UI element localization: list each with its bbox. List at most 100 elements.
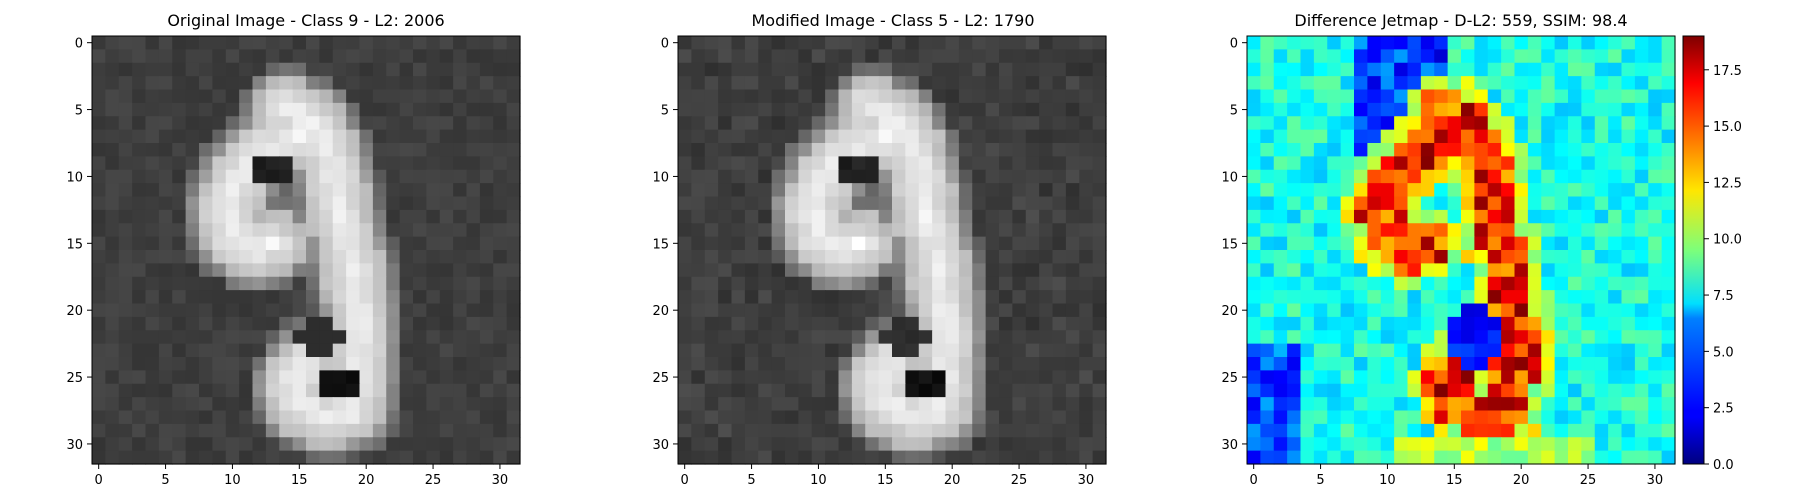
pixel-cell bbox=[118, 129, 133, 144]
pixel-cell bbox=[731, 89, 746, 104]
pixel-cell bbox=[185, 303, 200, 318]
pixel-cell bbox=[1474, 450, 1489, 465]
pixel-cell bbox=[1407, 129, 1422, 144]
pixel-cell bbox=[319, 196, 334, 211]
colorbar-tick-label: 2.5 bbox=[1713, 402, 1734, 417]
pixel-cell bbox=[878, 156, 893, 171]
pixel-cell bbox=[413, 49, 427, 64]
y-tick-label: 10 bbox=[652, 170, 669, 185]
pixel-cell bbox=[239, 370, 254, 385]
pixel-cell bbox=[439, 129, 454, 144]
pixel-cell bbox=[292, 49, 307, 64]
pixel-cell bbox=[1354, 183, 1368, 198]
pixel-cell bbox=[718, 36, 733, 50]
pixel-cell bbox=[798, 303, 813, 318]
pixel-cell bbox=[1079, 410, 1094, 425]
pixel-cell bbox=[1501, 330, 1516, 345]
pixel-cell bbox=[118, 102, 133, 117]
pixel-cell bbox=[1434, 49, 1449, 64]
pixel-cell bbox=[838, 129, 853, 144]
pixel-cell bbox=[811, 303, 826, 318]
pixel-cell bbox=[372, 450, 387, 465]
pixel-cell bbox=[1313, 397, 1328, 412]
pixel-cell bbox=[132, 236, 147, 251]
pixel-cell bbox=[798, 357, 813, 371]
pixel-cell bbox=[145, 209, 160, 224]
pixel-cell bbox=[1367, 276, 1382, 291]
pixel-cell bbox=[678, 250, 692, 264]
pixel-cell bbox=[493, 290, 508, 305]
pixel-cell bbox=[838, 36, 853, 50]
pixel-cell bbox=[785, 156, 799, 171]
pixel-cell bbox=[346, 209, 361, 224]
pixel-cell bbox=[1661, 169, 1676, 184]
pixel-cell bbox=[1092, 156, 1107, 171]
pixel-cell bbox=[1407, 156, 1422, 171]
pixel-cell bbox=[506, 36, 521, 50]
pixel-cell bbox=[145, 410, 160, 425]
pixel-cell bbox=[1247, 343, 1261, 358]
pixel-cell bbox=[1447, 290, 1462, 305]
pixel-cell bbox=[825, 316, 840, 331]
pixel-cell bbox=[985, 450, 1000, 465]
pixel-cell bbox=[1434, 330, 1449, 345]
pixel-cell bbox=[945, 102, 960, 117]
pixel-cell bbox=[1447, 49, 1462, 64]
pixel-cell bbox=[1367, 357, 1382, 371]
pixel-cell bbox=[493, 357, 508, 371]
pixel-cell bbox=[1260, 143, 1275, 157]
pixel-cell bbox=[1487, 129, 1502, 144]
pixel-cell bbox=[346, 330, 361, 345]
pixel-cell bbox=[1380, 116, 1395, 131]
pixel-cell bbox=[972, 129, 987, 144]
pixel-cell bbox=[758, 36, 773, 50]
pixel-cell bbox=[691, 49, 706, 64]
pixel-cell bbox=[399, 89, 414, 104]
pixel-cell bbox=[798, 102, 813, 117]
pixel-cell bbox=[811, 49, 826, 64]
pixel-cell bbox=[704, 129, 719, 144]
pixel-cell bbox=[359, 450, 374, 465]
pixel-cell bbox=[1420, 102, 1435, 117]
pixel-cell bbox=[718, 223, 733, 238]
pixel-cell bbox=[985, 236, 1000, 251]
pixel-cell bbox=[132, 383, 147, 398]
pixel-cell bbox=[212, 36, 227, 50]
pixel-cell bbox=[1407, 102, 1422, 117]
pixel-cell bbox=[212, 102, 227, 117]
pixel-cell bbox=[225, 76, 240, 91]
pixel-cell bbox=[1247, 76, 1261, 91]
pixel-cell bbox=[506, 49, 521, 64]
pixel-cell bbox=[985, 223, 1000, 238]
pixel-cell bbox=[1327, 169, 1342, 184]
pixel-cell bbox=[1380, 89, 1395, 104]
pixel-cell bbox=[386, 410, 401, 425]
pixel-cell bbox=[1354, 276, 1368, 291]
pixel-cell bbox=[332, 383, 347, 398]
y-tick-label: 25 bbox=[1221, 371, 1238, 386]
pixel-cell bbox=[105, 156, 120, 171]
pixel-cell bbox=[319, 62, 334, 77]
x-tick-label: 10 bbox=[1379, 473, 1396, 488]
pixel-cell bbox=[1661, 102, 1676, 117]
pixel-cell bbox=[359, 49, 374, 64]
pixel-cell bbox=[1079, 223, 1094, 238]
pixel-cell bbox=[212, 450, 227, 465]
pixel-cell bbox=[704, 236, 719, 251]
pixel-cell bbox=[1434, 263, 1449, 278]
pixel-cell bbox=[1487, 196, 1502, 211]
pixel-cell bbox=[239, 102, 254, 117]
pixel-cell bbox=[1594, 437, 1609, 452]
pixel-cell bbox=[453, 437, 468, 452]
pixel-cell bbox=[1634, 156, 1649, 171]
pixel-cell bbox=[744, 62, 759, 77]
pixel-cell bbox=[892, 410, 906, 425]
pixel-cell bbox=[771, 183, 786, 198]
pixel-cell bbox=[372, 250, 387, 264]
y-tick-label: 15 bbox=[652, 237, 669, 252]
pixel-cell bbox=[1039, 169, 1054, 184]
pixel-cell bbox=[185, 290, 200, 305]
pixel-cell bbox=[306, 343, 320, 358]
pixel-cell bbox=[1527, 316, 1542, 331]
pixel-cell bbox=[1012, 410, 1027, 425]
